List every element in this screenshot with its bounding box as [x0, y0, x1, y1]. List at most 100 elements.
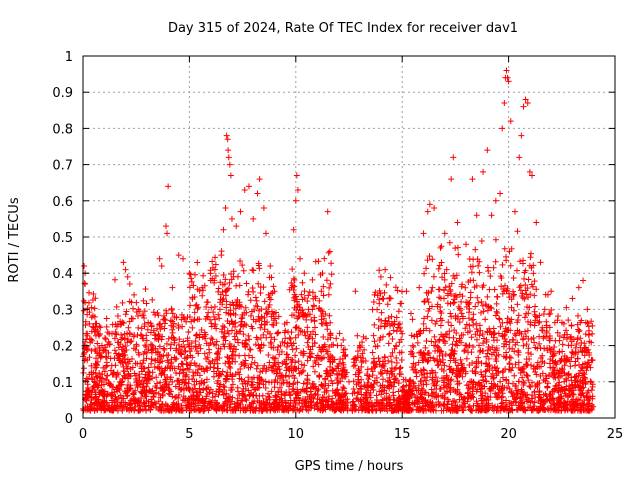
data-point — [432, 407, 439, 414]
data-point — [113, 350, 120, 357]
data-point — [316, 372, 323, 379]
data-point — [163, 380, 170, 387]
data-point — [484, 307, 491, 314]
data-point — [236, 303, 243, 310]
data-point — [112, 330, 119, 337]
data-point — [247, 297, 254, 304]
data-point — [340, 336, 347, 343]
data-point — [563, 377, 570, 384]
data-point — [342, 390, 349, 397]
data-point — [130, 333, 137, 340]
data-point — [387, 353, 394, 360]
data-point — [523, 356, 530, 363]
data-point — [223, 304, 230, 311]
data-point — [103, 315, 110, 322]
data-point — [251, 307, 258, 314]
data-point — [194, 399, 201, 406]
data-point — [264, 407, 271, 414]
data-point — [263, 334, 270, 341]
data-point — [211, 279, 218, 286]
data-point — [245, 332, 252, 339]
data-point — [456, 319, 463, 326]
data-point — [385, 331, 392, 338]
data-point — [506, 385, 513, 392]
data-point — [447, 300, 454, 307]
data-point — [215, 311, 222, 318]
data-point — [292, 366, 299, 373]
data-point — [310, 363, 317, 370]
data-point — [342, 396, 349, 403]
data-point — [572, 344, 579, 351]
data-point — [145, 372, 152, 379]
data-point — [304, 328, 311, 335]
data-point — [421, 374, 428, 381]
data-point — [322, 319, 329, 326]
data-point — [406, 377, 413, 384]
data-point — [289, 266, 296, 273]
data-point — [409, 364, 416, 371]
data-point — [167, 365, 174, 372]
data-point — [480, 335, 487, 342]
data-point — [465, 315, 472, 322]
data-point — [451, 327, 458, 334]
data-point — [552, 359, 559, 366]
data-point — [266, 394, 273, 401]
data-point — [355, 367, 362, 374]
data-point — [267, 405, 274, 412]
data-point — [200, 272, 207, 279]
data-point — [321, 389, 328, 396]
data-point — [103, 323, 110, 330]
data-point — [455, 251, 462, 258]
data-point — [530, 334, 537, 341]
data-point — [292, 352, 299, 359]
data-point — [192, 406, 199, 413]
data-point — [145, 346, 152, 353]
data-point — [181, 355, 188, 362]
data-point — [96, 323, 103, 330]
data-point — [94, 374, 101, 381]
data-point — [498, 403, 505, 410]
data-point — [96, 345, 103, 352]
data-point — [217, 381, 224, 388]
data-point — [210, 313, 217, 320]
data-point — [510, 288, 517, 295]
data-point — [351, 389, 358, 396]
data-point — [431, 333, 438, 340]
data-point — [238, 397, 245, 404]
data-point — [483, 378, 490, 385]
data-point — [119, 395, 126, 402]
data-point — [272, 392, 279, 399]
data-point — [531, 278, 538, 285]
data-point — [117, 321, 124, 328]
data-point — [156, 365, 163, 372]
data-point — [168, 407, 175, 414]
data-point — [135, 349, 142, 356]
data-point — [229, 381, 236, 388]
data-point — [438, 259, 445, 266]
data-point — [202, 331, 209, 338]
y-tick-label: 0.6 — [52, 195, 73, 210]
data-point — [563, 327, 570, 334]
data-point — [494, 337, 501, 344]
data-point — [196, 316, 203, 323]
data-point — [229, 327, 236, 334]
data-point — [322, 406, 329, 413]
data-point — [579, 361, 586, 368]
data-point — [585, 359, 592, 366]
data-point — [374, 379, 381, 386]
data-point — [476, 342, 483, 349]
data-point — [388, 359, 395, 366]
data-point — [210, 364, 217, 371]
data-point — [453, 272, 460, 279]
data-point — [234, 336, 241, 343]
data-point — [269, 321, 276, 328]
data-point — [527, 321, 534, 328]
data-point — [311, 368, 318, 375]
data-point — [193, 362, 199, 369]
data-point — [100, 347, 107, 354]
data-point — [258, 313, 265, 320]
data-point — [410, 380, 417, 387]
data-point — [315, 361, 322, 368]
data-point — [255, 262, 262, 269]
data-point — [447, 389, 454, 396]
